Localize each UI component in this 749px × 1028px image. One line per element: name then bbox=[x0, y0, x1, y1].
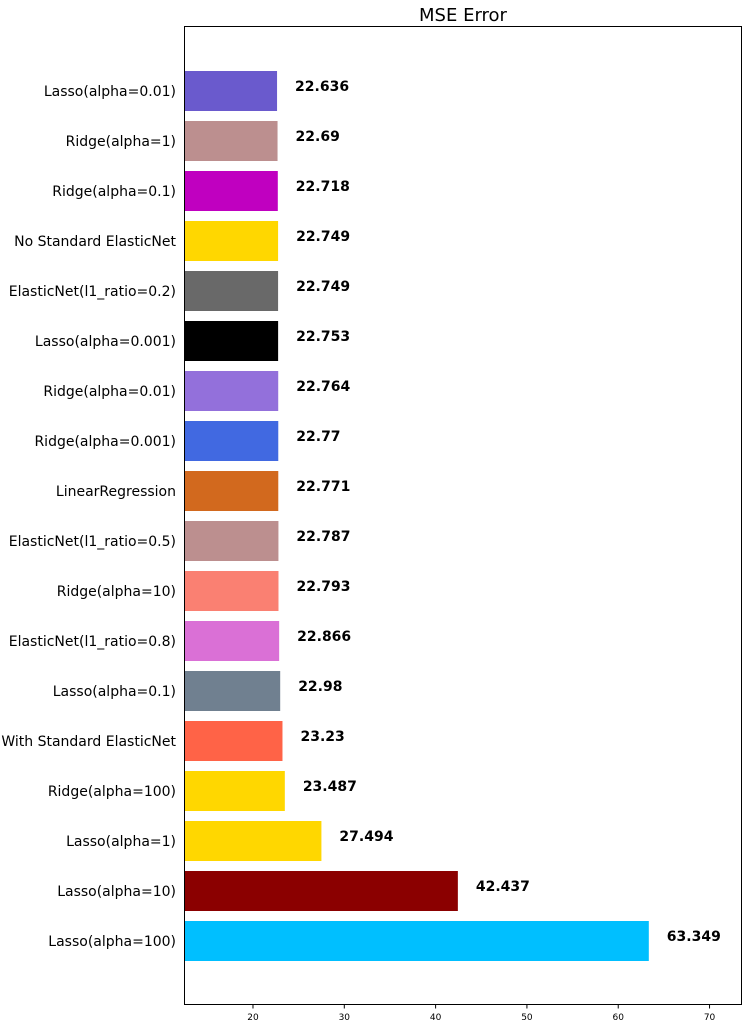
x-tick-label: 20 bbox=[247, 1013, 259, 1023]
category-label: Ridge(alpha=10) bbox=[57, 584, 176, 600]
value-label: 22.718 bbox=[296, 179, 350, 195]
value-label: 22.98 bbox=[298, 679, 342, 695]
value-label: 23.487 bbox=[303, 779, 357, 795]
x-tick-label: 50 bbox=[521, 1013, 533, 1023]
category-label: Ridge(alpha=0.01) bbox=[43, 384, 176, 400]
bar bbox=[184, 571, 279, 611]
value-label: 22.753 bbox=[296, 329, 350, 345]
category-label: With Standard ElasticNet bbox=[1, 734, 176, 750]
bar bbox=[184, 121, 278, 161]
bar bbox=[184, 371, 279, 411]
bar bbox=[184, 871, 458, 911]
value-label: 27.494 bbox=[339, 829, 393, 845]
category-label: No Standard ElasticNet bbox=[14, 234, 176, 250]
category-label: Lasso(alpha=10) bbox=[57, 884, 176, 900]
category-label: Lasso(alpha=0.01) bbox=[44, 84, 176, 100]
category-labels-group: Lasso(alpha=0.01) Ridge(alpha=1) Ridge(alp… bbox=[1, 84, 176, 950]
bar bbox=[184, 321, 279, 361]
bars-group bbox=[184, 71, 649, 961]
category-label: Ridge(alpha=1) bbox=[66, 134, 176, 150]
bar bbox=[184, 671, 281, 711]
value-labels-group: 22.636 22.69 22.718 22.749 22.749 22.753 22.76… bbox=[295, 79, 721, 945]
value-label: 22.771 bbox=[296, 479, 350, 495]
chart-title: MSE Error bbox=[419, 5, 508, 26]
category-label: Ridge(alpha=0.1) bbox=[52, 184, 176, 200]
value-label: 22.764 bbox=[296, 379, 350, 395]
bar bbox=[184, 421, 279, 461]
value-label: 22.77 bbox=[296, 429, 340, 445]
category-label: ElasticNet(l1_ratio=0.2) bbox=[9, 284, 176, 300]
bar bbox=[184, 821, 322, 861]
value-label: 22.69 bbox=[296, 129, 340, 145]
value-label: 22.749 bbox=[296, 229, 350, 245]
category-label: ElasticNet(l1_ratio=0.5) bbox=[9, 534, 176, 550]
x-tick-label: 30 bbox=[339, 1013, 351, 1023]
value-label: 22.749 bbox=[296, 279, 350, 295]
bar bbox=[184, 921, 649, 961]
bar bbox=[184, 71, 278, 111]
category-label: Lasso(alpha=0.001) bbox=[35, 334, 176, 350]
value-label: 22.866 bbox=[297, 629, 351, 645]
category-label: ElasticNet(l1_ratio=0.8) bbox=[9, 634, 176, 650]
category-label: Lasso(alpha=0.1) bbox=[53, 684, 176, 700]
x-axis-ticks-group: 20 30 40 50 60 70 bbox=[247, 1004, 716, 1023]
bar bbox=[184, 521, 279, 561]
category-label: Lasso(alpha=1) bbox=[66, 834, 176, 850]
category-label: Ridge(alpha=0.001) bbox=[34, 434, 176, 450]
value-label: 23.23 bbox=[300, 729, 344, 745]
bar bbox=[184, 621, 280, 661]
category-label: Ridge(alpha=100) bbox=[48, 784, 176, 800]
value-label: 42.437 bbox=[476, 879, 530, 895]
bar bbox=[184, 771, 285, 811]
x-tick-label: 60 bbox=[613, 1013, 625, 1023]
bar bbox=[184, 171, 278, 211]
plot-frame bbox=[184, 26, 742, 1005]
x-tick-label: 40 bbox=[430, 1013, 442, 1023]
x-tick-label: 70 bbox=[704, 1013, 716, 1023]
bar bbox=[184, 221, 279, 261]
category-label: LinearRegression bbox=[56, 484, 176, 500]
bar bbox=[184, 471, 279, 511]
value-label: 63.349 bbox=[667, 929, 721, 945]
bar bbox=[184, 721, 283, 761]
value-label: 22.636 bbox=[295, 79, 349, 95]
bar bbox=[184, 271, 279, 311]
category-label: Lasso(alpha=100) bbox=[48, 934, 176, 950]
value-label: 22.793 bbox=[296, 579, 350, 595]
value-label: 22.787 bbox=[296, 529, 350, 545]
